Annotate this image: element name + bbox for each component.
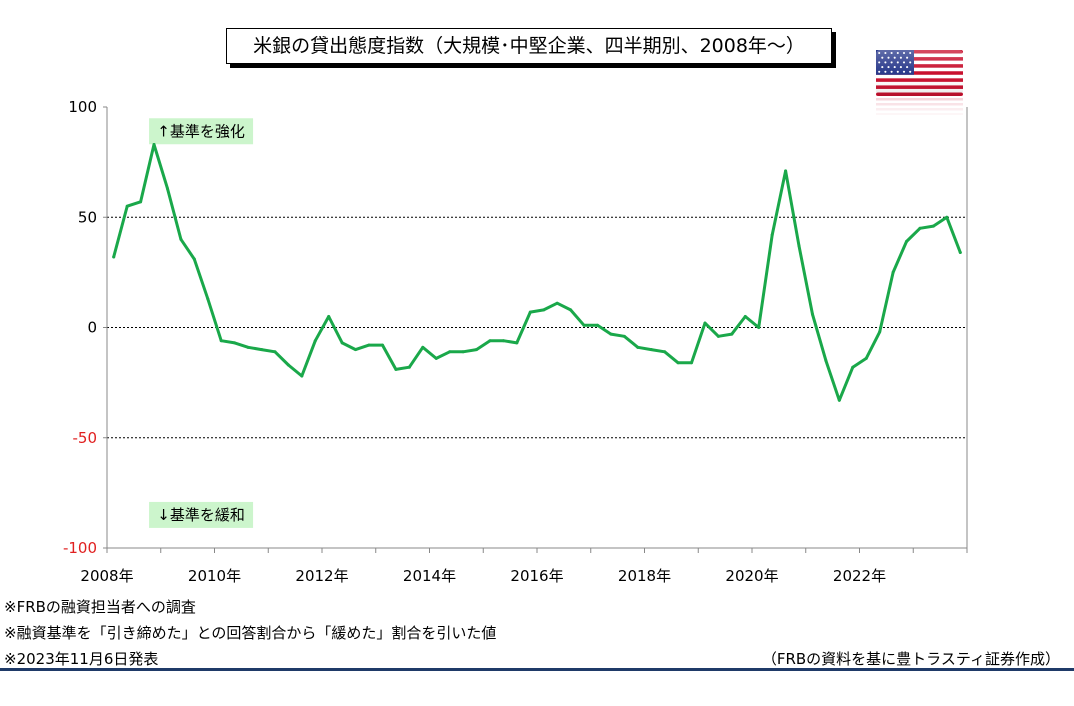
data-point	[354, 348, 358, 352]
data-point	[192, 257, 196, 261]
annotations: ↑基準を強化 ↓基準を緩和	[149, 118, 254, 528]
data-point	[528, 310, 532, 314]
data-point	[542, 308, 546, 312]
data-point	[152, 142, 156, 146]
data-point	[918, 226, 922, 230]
data-point	[878, 330, 882, 334]
data-point	[770, 233, 774, 237]
data-point	[165, 187, 169, 191]
data-point	[595, 323, 599, 327]
data-point	[663, 350, 667, 354]
axes: 100 50 0 -50 -100 2008年 2010年 2012年 2014年 2016年 20…	[63, 98, 968, 585]
y-tick-label: 100	[68, 98, 97, 116]
data-point	[851, 365, 855, 369]
series-layer	[112, 142, 962, 402]
data-point	[905, 240, 909, 244]
data-point	[515, 341, 519, 345]
data-point	[864, 356, 868, 360]
data-point	[555, 301, 559, 305]
data-point	[797, 244, 801, 248]
data-point	[743, 314, 747, 318]
x-tick-label: 2008年	[80, 567, 133, 585]
bottom-divider	[0, 668, 1074, 671]
data-point	[380, 343, 384, 347]
x-tick-label: 2014年	[403, 567, 456, 585]
data-point	[300, 374, 304, 378]
data-point	[690, 361, 694, 365]
data-point	[246, 345, 250, 349]
x-tick-label: 2018年	[618, 567, 671, 585]
data-point	[367, 343, 371, 347]
chart-title: 米銀の貸出態度指数（大規模･中堅企業、四半期別、2008年～）	[226, 28, 832, 64]
data-point	[784, 169, 788, 173]
data-point	[824, 359, 828, 363]
y-tick-label: 0	[87, 319, 97, 337]
x-tick-label: 2012年	[295, 567, 348, 585]
data-point	[434, 356, 438, 360]
lending-attitude-line-chart: ↑基準を強化 ↓基準を緩和 100 50 0 -50 -100 2008年 2010年 2012…	[63, 98, 968, 585]
data-point	[327, 314, 331, 318]
data-point	[945, 215, 949, 219]
data-point	[609, 332, 613, 336]
data-point	[810, 312, 814, 316]
data-point	[891, 270, 895, 274]
data-point	[837, 398, 841, 402]
us-flag-icon	[876, 50, 963, 115]
data-point	[394, 367, 398, 371]
data-point	[475, 348, 479, 352]
x-tick-label: 2022年	[833, 567, 886, 585]
data-point	[582, 323, 586, 327]
data-point	[340, 341, 344, 345]
data-point	[112, 255, 116, 259]
data-point	[179, 237, 183, 241]
y-tick-label: -100	[63, 539, 97, 557]
data-point	[716, 334, 720, 338]
note-release-date: ※2023年11月6日発表	[4, 650, 159, 668]
note-survey: ※FRBの融資担当者への調査	[4, 598, 196, 616]
data-point	[125, 204, 129, 208]
annotation-tighten: ↑基準を強化	[157, 122, 245, 140]
data-point	[622, 334, 626, 338]
data-point	[260, 348, 264, 352]
data-point	[931, 224, 935, 228]
data-point	[730, 332, 734, 336]
data-point	[286, 363, 290, 367]
data-point	[206, 297, 210, 301]
annotation-ease-bg	[149, 501, 254, 528]
y-tick-label: 50	[78, 208, 97, 226]
data-point	[233, 341, 237, 345]
y-tick-label: -50	[73, 429, 98, 447]
data-point	[757, 326, 761, 329]
series-line	[112, 143, 962, 402]
data-point	[636, 345, 640, 349]
data-point	[649, 348, 653, 352]
data-point	[676, 361, 680, 365]
data-point	[958, 251, 962, 255]
x-tick-label: 2020年	[725, 567, 778, 585]
data-point	[448, 350, 452, 354]
data-point	[139, 200, 143, 204]
data-point	[313, 339, 317, 343]
data-point	[488, 339, 492, 343]
data-point	[501, 339, 505, 343]
annotation-tighten-bg	[149, 118, 254, 145]
data-point	[461, 350, 465, 354]
data-point	[421, 345, 425, 349]
note-definition: ※融資基準を「引き締めた」との回答割合から「緩めた」割合を引いた値	[4, 624, 497, 642]
gridlines	[107, 216, 967, 439]
data-point	[219, 339, 223, 343]
source-credit: （FRBの資料を基に豊トラスティ証券作成）	[761, 650, 1060, 668]
data-point	[703, 321, 707, 325]
data-point	[569, 308, 573, 312]
data-point	[407, 365, 411, 369]
annotation-ease: ↓基準を緩和	[157, 506, 245, 524]
x-tick-label: 2016年	[510, 567, 563, 585]
data-point	[273, 350, 277, 354]
x-tick-label: 2010年	[188, 567, 241, 585]
